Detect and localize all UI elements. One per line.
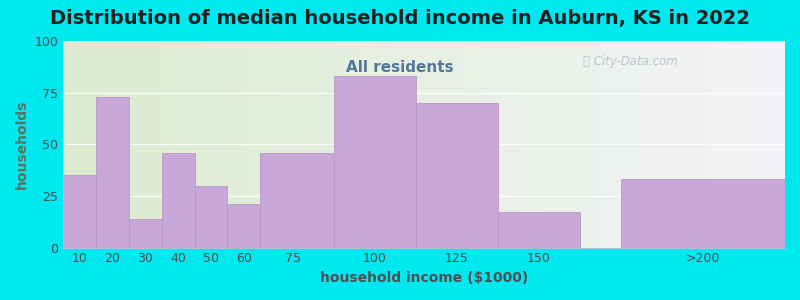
Bar — [280, 41, 294, 247]
Bar — [424, 41, 438, 247]
Bar — [713, 41, 726, 247]
Bar — [171, 41, 186, 247]
Bar — [328, 41, 342, 247]
Bar — [340, 41, 354, 247]
Bar — [376, 41, 390, 247]
Bar — [629, 41, 642, 247]
Bar — [99, 41, 113, 247]
Bar — [227, 204, 260, 248]
Bar — [96, 97, 129, 248]
Text: All residents: All residents — [346, 60, 454, 75]
Bar — [617, 41, 630, 247]
Bar — [196, 41, 210, 247]
Bar — [737, 41, 750, 247]
Bar — [256, 41, 270, 247]
Bar — [749, 41, 762, 247]
Bar — [545, 41, 558, 247]
Bar — [135, 41, 149, 247]
Bar — [75, 41, 89, 247]
Bar — [208, 41, 222, 247]
Bar — [773, 41, 786, 247]
Bar — [605, 41, 618, 247]
Bar — [268, 41, 282, 247]
Bar — [220, 41, 234, 247]
Y-axis label: households: households — [15, 100, 29, 189]
Bar — [416, 103, 498, 247]
Bar — [472, 41, 486, 247]
Bar — [388, 41, 402, 247]
Bar — [352, 41, 366, 247]
Text: ⓘ City-Data.com: ⓘ City-Data.com — [583, 56, 678, 68]
Bar — [159, 41, 173, 247]
Bar — [63, 41, 77, 247]
Bar — [87, 41, 101, 247]
Bar — [448, 41, 462, 247]
Bar — [244, 41, 258, 247]
Bar — [761, 41, 774, 247]
Bar — [569, 41, 582, 247]
Bar — [111, 41, 125, 247]
Bar — [292, 41, 306, 247]
Bar — [412, 41, 426, 247]
Bar — [232, 41, 246, 247]
Bar — [496, 41, 510, 247]
Bar — [498, 212, 580, 247]
Bar — [162, 153, 194, 247]
Bar — [304, 41, 318, 247]
Bar — [581, 41, 594, 247]
Bar — [557, 41, 570, 247]
Bar — [129, 219, 162, 247]
Bar — [725, 41, 738, 247]
Bar — [123, 41, 137, 247]
Bar — [460, 41, 474, 247]
Bar — [701, 41, 714, 247]
Bar — [436, 41, 450, 247]
Bar — [677, 41, 690, 247]
X-axis label: household income ($1000): household income ($1000) — [320, 271, 528, 285]
Bar — [183, 41, 198, 247]
Bar — [400, 41, 414, 247]
Bar — [194, 186, 227, 247]
Bar — [147, 41, 161, 247]
Bar — [334, 76, 416, 248]
Bar — [653, 41, 666, 247]
Bar — [508, 41, 522, 247]
Bar — [665, 41, 678, 247]
Bar — [593, 41, 606, 247]
Bar — [641, 41, 654, 247]
Bar — [533, 41, 546, 247]
Bar — [364, 41, 378, 247]
Bar — [316, 41, 330, 247]
Bar — [689, 41, 702, 247]
Bar — [260, 153, 334, 247]
Text: Distribution of median household income in Auburn, KS in 2022: Distribution of median household income … — [50, 9, 750, 28]
Bar — [520, 41, 534, 247]
Bar — [484, 41, 498, 247]
Bar — [63, 175, 96, 248]
Bar — [621, 179, 785, 248]
